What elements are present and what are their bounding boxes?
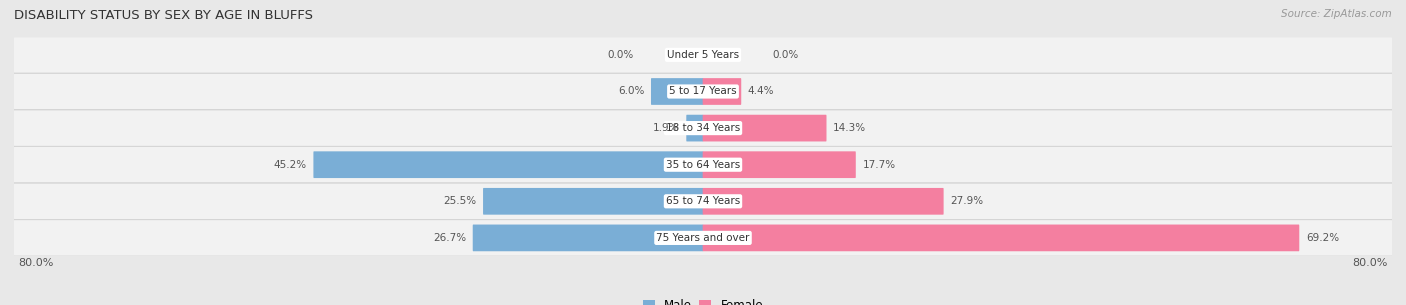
Text: 6.0%: 6.0% [619, 87, 644, 96]
Text: 26.7%: 26.7% [433, 233, 467, 243]
FancyBboxPatch shape [703, 151, 856, 178]
FancyBboxPatch shape [703, 115, 827, 142]
Legend: Male, Female: Male, Female [643, 299, 763, 305]
FancyBboxPatch shape [14, 220, 1392, 256]
Text: 18 to 34 Years: 18 to 34 Years [666, 123, 740, 133]
Text: Under 5 Years: Under 5 Years [666, 50, 740, 60]
FancyBboxPatch shape [703, 188, 943, 215]
FancyBboxPatch shape [14, 147, 1392, 183]
Text: 0.0%: 0.0% [772, 50, 799, 60]
FancyBboxPatch shape [472, 224, 703, 251]
Text: 14.3%: 14.3% [832, 123, 866, 133]
Text: 25.5%: 25.5% [443, 196, 477, 206]
Text: 4.4%: 4.4% [748, 87, 775, 96]
Text: 0.0%: 0.0% [607, 50, 634, 60]
FancyBboxPatch shape [686, 115, 703, 142]
Text: 69.2%: 69.2% [1306, 233, 1339, 243]
FancyBboxPatch shape [703, 78, 741, 105]
FancyBboxPatch shape [14, 74, 1392, 109]
Text: 80.0%: 80.0% [18, 258, 53, 268]
FancyBboxPatch shape [14, 183, 1392, 219]
FancyBboxPatch shape [14, 110, 1392, 146]
Text: 27.9%: 27.9% [950, 196, 983, 206]
FancyBboxPatch shape [484, 188, 703, 215]
Text: 75 Years and over: 75 Years and over [657, 233, 749, 243]
Text: DISABILITY STATUS BY SEX BY AGE IN BLUFFS: DISABILITY STATUS BY SEX BY AGE IN BLUFF… [14, 9, 314, 22]
Text: 45.2%: 45.2% [274, 160, 307, 170]
FancyBboxPatch shape [14, 37, 1392, 73]
Text: 65 to 74 Years: 65 to 74 Years [666, 196, 740, 206]
FancyBboxPatch shape [703, 224, 1299, 251]
FancyBboxPatch shape [651, 78, 703, 105]
Text: 5 to 17 Years: 5 to 17 Years [669, 87, 737, 96]
Text: 35 to 64 Years: 35 to 64 Years [666, 160, 740, 170]
FancyBboxPatch shape [314, 151, 703, 178]
Text: 80.0%: 80.0% [1353, 258, 1388, 268]
Text: Source: ZipAtlas.com: Source: ZipAtlas.com [1281, 9, 1392, 19]
Text: 1.9%: 1.9% [654, 123, 679, 133]
Text: 17.7%: 17.7% [862, 160, 896, 170]
